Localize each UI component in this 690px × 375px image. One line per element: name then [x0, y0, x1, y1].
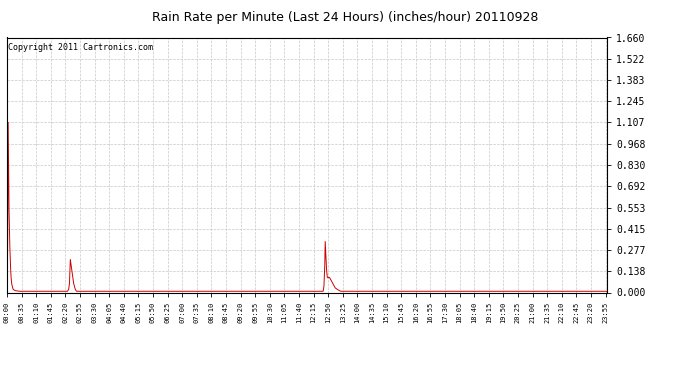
- Text: Rain Rate per Minute (Last 24 Hours) (inches/hour) 20110928: Rain Rate per Minute (Last 24 Hours) (in…: [152, 11, 538, 24]
- Text: Copyright 2011 Cartronics.com: Copyright 2011 Cartronics.com: [8, 43, 153, 52]
